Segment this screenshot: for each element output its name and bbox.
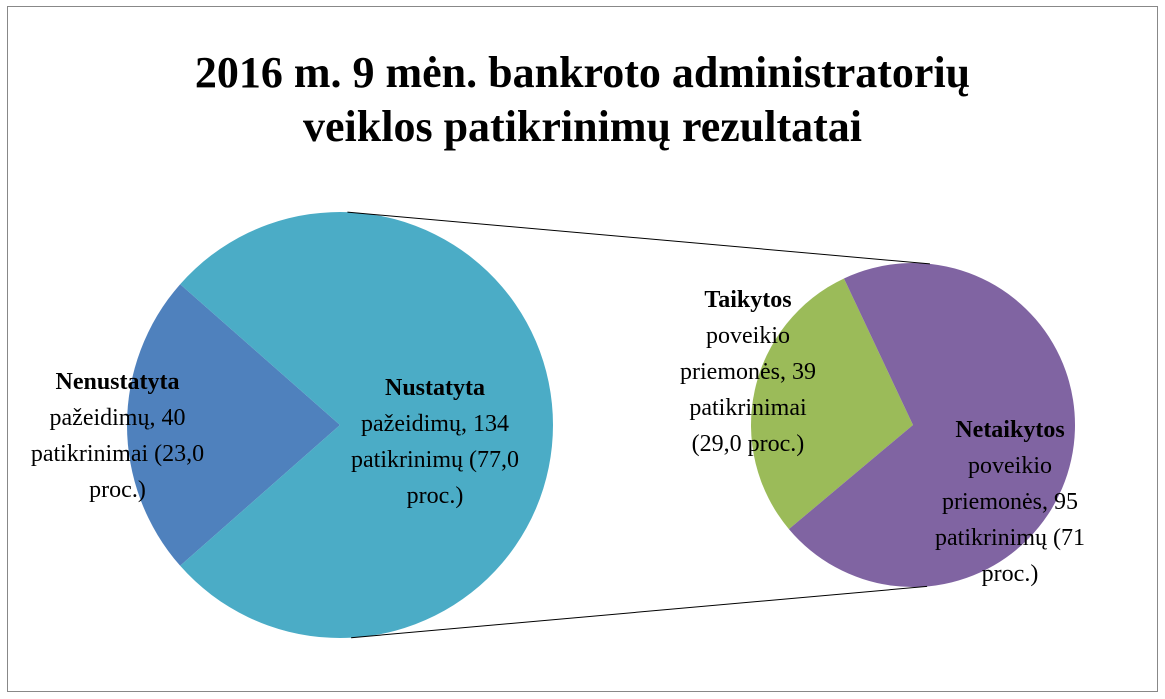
slice-value: poveikio priemonės, 39 patikrinimai (29,…	[680, 323, 816, 457]
data-label: Netaikytos poveikio priemonės, 95 patikri…	[920, 412, 1100, 592]
connector-line	[347, 211, 930, 265]
slice-name: Nenustatyta	[55, 369, 180, 395]
slice-name: Nustatyta	[385, 375, 485, 401]
slice-value: pažeidimų, 134 patikrinimų (77,0 proc.)	[351, 411, 519, 509]
pie-slice	[788, 262, 1076, 587]
connector-line	[351, 585, 928, 639]
slice-value: pažeidimų, 40 patikrinimai (23,0 proc.)	[30, 405, 205, 503]
pie-slice	[751, 278, 913, 530]
data-label: Taikytos poveikio priemonės, 39 patikrini…	[663, 282, 833, 462]
data-label: Nustatyta pažeidimų, 134 patikrinimų (77,…	[345, 370, 525, 514]
slice-value: poveikio priemonės, 95 patikrinimų (71 p…	[935, 453, 1085, 587]
data-label: Nenustatyta pažeidimų, 40 patikrinimai (2…	[30, 364, 205, 508]
slice-name: Netaikytos	[955, 417, 1065, 443]
pie-slice	[126, 284, 340, 566]
slice-name: Taikytos	[704, 287, 792, 313]
chart-title: 2016 m. 9 mėn. bankroto administratorių …	[194, 48, 971, 151]
pie-slice	[180, 211, 554, 638]
